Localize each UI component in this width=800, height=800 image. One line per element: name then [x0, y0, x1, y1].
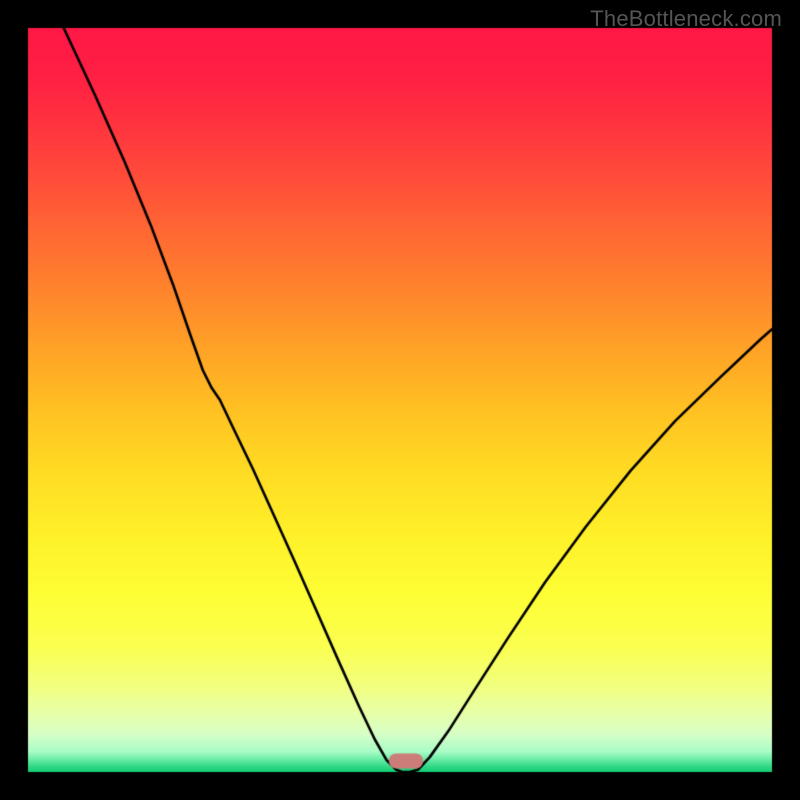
bottleneck-curve-chart [0, 0, 800, 800]
watermark-text: TheBottleneck.com [590, 6, 782, 32]
chart-stage: TheBottleneck.com [0, 0, 800, 800]
